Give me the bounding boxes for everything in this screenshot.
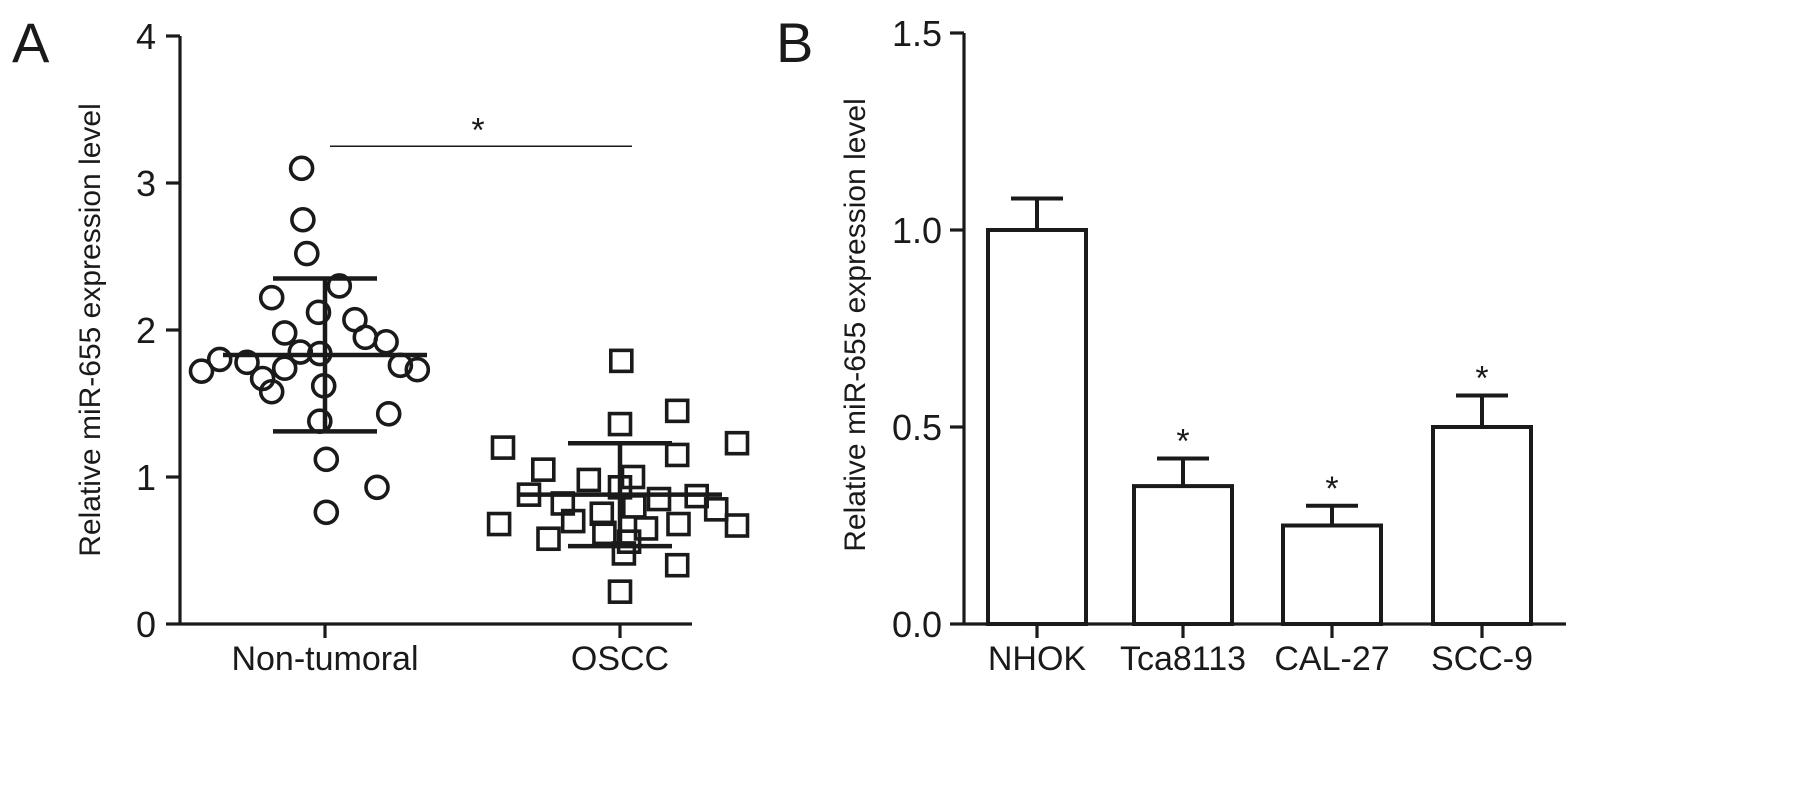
panel-a-data-point-non-tumoral: [313, 446, 340, 473]
panel-b-plot-area: 0.0 0.5 1.0 1.5 NHOK * Tca8113 * CAL-27 * SCC-9: [892, 13, 1566, 678]
panel-b-x-tick-label: Tca8113: [1120, 640, 1246, 678]
panel-a-y-tick-label: 2: [136, 310, 156, 351]
panel-b-x-tick-label: NHOK: [988, 640, 1087, 678]
panel-a-y-axis-title: Relative miR-655 expression level: [74, 103, 107, 557]
panel-a-y-tick-label: 0: [136, 604, 156, 645]
panel-a-label: A: [12, 11, 50, 74]
panel-a-data-point-non-tumoral: [234, 349, 260, 376]
panel-b-label: B: [776, 11, 813, 74]
panel-a-data-point-oscc: [664, 398, 690, 424]
panel-b-x-tick-label: SCC-9: [1431, 640, 1533, 678]
panel-a-data-point-non-tumoral: [287, 339, 314, 365]
panel-a-significance-marker: *: [471, 111, 484, 149]
panel-a-data-point-oscc: [589, 501, 615, 527]
panel-b-bar: [986, 228, 1088, 626]
panel-a-data-point-oscc: [486, 511, 512, 537]
panel-a-data-point-oscc: [607, 579, 633, 604]
panel-b-significance-marker: *: [1475, 359, 1488, 397]
panel-a-data-point-oscc: [608, 348, 634, 374]
panel-a-x-tick-label: OSCC: [571, 640, 669, 678]
panel-a-y-tick-label: 4: [136, 16, 156, 57]
panel-a-data-point-oscc: [666, 511, 691, 537]
panel-a-data-point-non-tumoral: [206, 346, 233, 373]
panel-b-bar: [1132, 484, 1234, 626]
panel-a-data-point-non-tumoral: [306, 408, 333, 434]
panel-a-scatter-plot: A Relative miR-655 expression level 0 1 2 3…: [12, 11, 750, 678]
panel-b-y-axis-title: Relative miR-655 expression level: [839, 98, 872, 552]
panel-a-data-point-non-tumoral: [288, 155, 315, 182]
panel-a-data-point-non-tumoral: [290, 206, 316, 233]
panel-a-data-point-oscc: [724, 513, 750, 538]
panel-a-data-point-non-tumoral: [352, 324, 379, 351]
panel-a-data-point-oscc: [530, 457, 556, 482]
panel-b-x-tick-label: CAL-27: [1274, 640, 1389, 678]
panel-a-data-point-oscc: [490, 435, 516, 460]
panel-b-significance-marker: *: [1176, 423, 1189, 461]
panel-b-bar: [1281, 523, 1383, 626]
panel-a-data-point-oscc: [664, 552, 690, 578]
panel-b-bar: [1431, 425, 1533, 626]
panel-a-data-point-oscc: [611, 541, 637, 566]
panel-a-y-tick-label: 3: [136, 163, 156, 204]
panel-b-y-tick-label: 0.5: [892, 407, 942, 448]
panel-a-data-point-non-tumoral: [364, 474, 390, 501]
panel-a-data-point-non-tumoral: [373, 328, 399, 355]
panel-a-data-point-non-tumoral: [313, 499, 340, 526]
panel-b-y-tick-label: 1.0: [892, 210, 942, 251]
panel-a-data-point-oscc: [664, 442, 690, 468]
panel-a-data-point-non-tumoral: [258, 378, 285, 405]
panel-a-data-point-oscc: [724, 430, 750, 456]
panel-a-data-point-non-tumoral: [305, 299, 332, 326]
panel-a-data-point-non-tumoral: [271, 320, 298, 346]
panel-a-data-point-oscc: [536, 526, 561, 552]
panel-b-bar-chart: B Relative miR-655 expression level 0.00…: [776, 11, 1566, 678]
panel-b-y-tick-label: 1.5: [892, 13, 942, 54]
panel-a-data-point-non-tumoral: [326, 273, 353, 299]
panel-a-data-point-oscc: [560, 508, 586, 534]
panel-a-data-point-oscc: [633, 516, 659, 541]
panel-a-data-point-oscc: [576, 467, 602, 493]
panel-a-data-point-non-tumoral: [293, 240, 320, 267]
panel-a-x-tick-label: Non-tumoral: [231, 640, 418, 678]
panel-a-data-point-non-tumoral: [258, 284, 285, 311]
panel-a-data-point-non-tumoral: [404, 356, 431, 383]
panel-a-plot-area: 0 1 2 3 4 Non-tumoral OSCC *: [136, 16, 750, 678]
panel-a-data-point-non-tumoral: [188, 358, 215, 384]
panel-a-data-point-oscc: [646, 486, 672, 512]
panel-a-y-tick-label: 1: [136, 457, 156, 498]
panel-a-data-point-oscc: [592, 520, 617, 546]
panel-a-data-point-non-tumoral: [271, 355, 298, 382]
panel-a-data-point-oscc: [703, 497, 729, 522]
panel-a-data-point-oscc: [607, 411, 633, 437]
panel-b-y-tick-label: 0.0: [892, 604, 942, 645]
panel-a-data-point-non-tumoral: [375, 400, 402, 427]
panel-b-significance-marker: *: [1325, 470, 1338, 508]
